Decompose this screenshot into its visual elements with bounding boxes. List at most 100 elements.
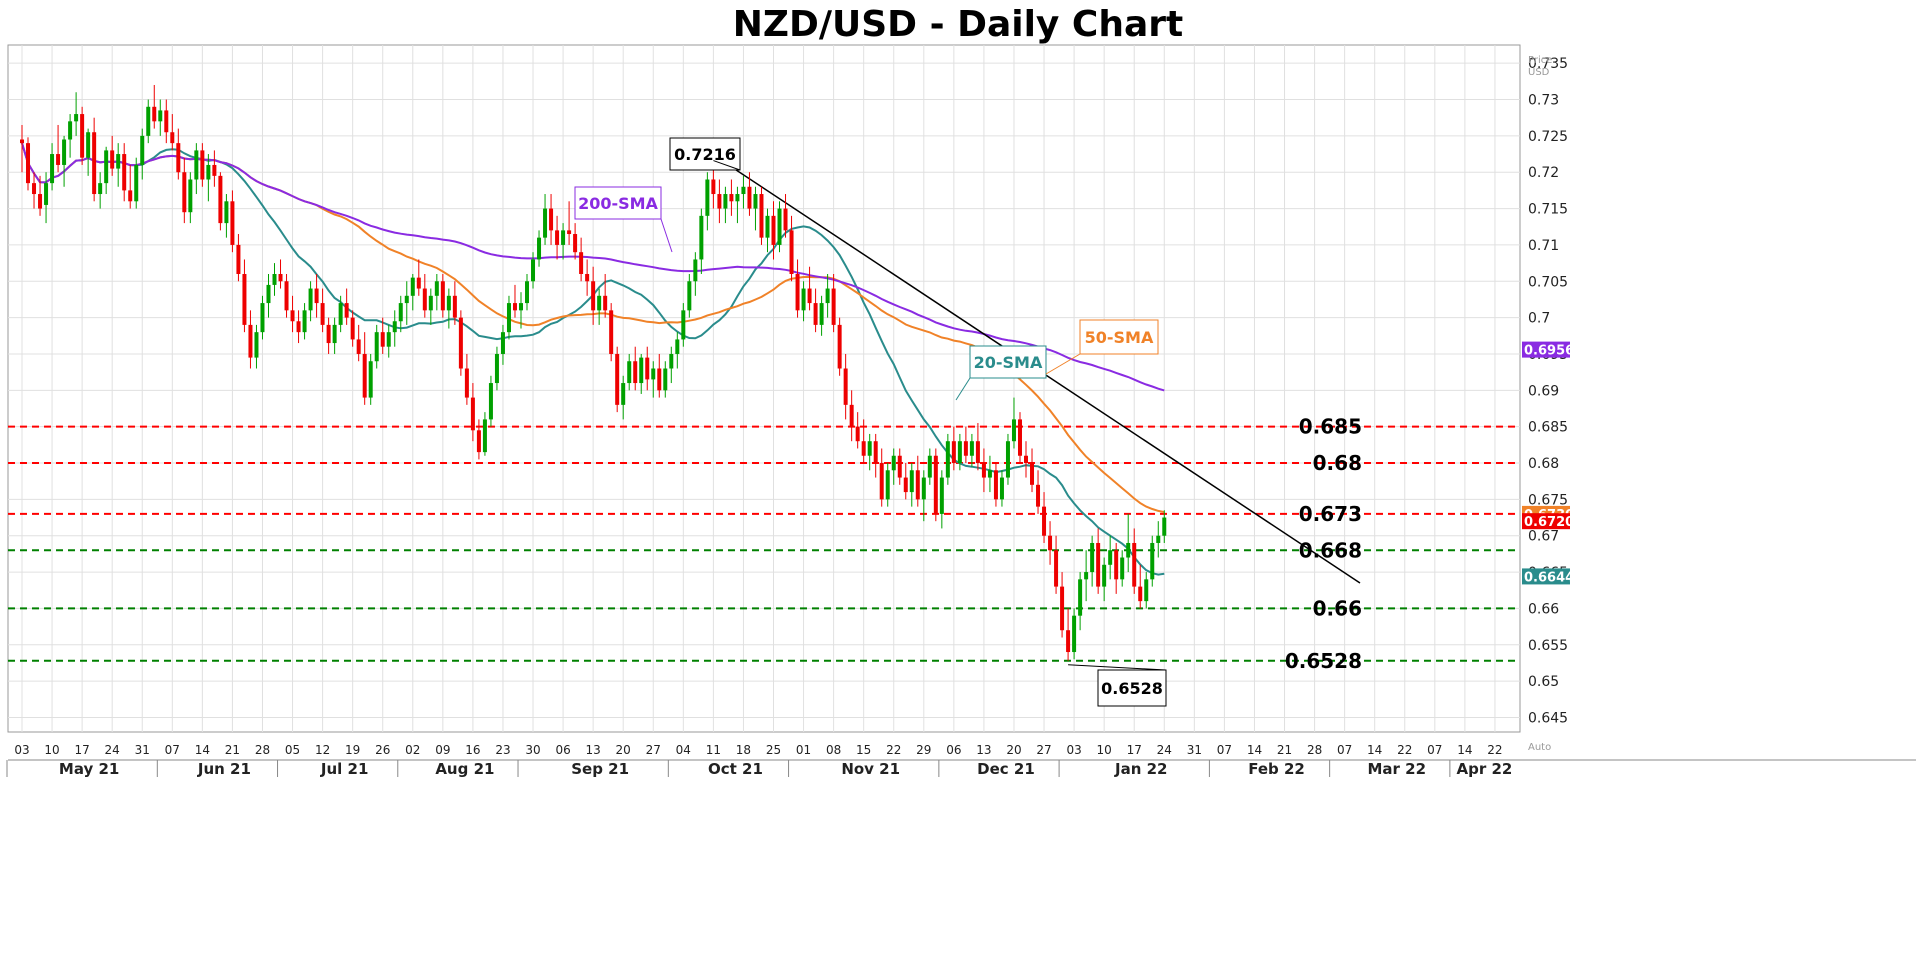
candle-body: [933, 455, 938, 514]
candle-body: [332, 324, 337, 344]
y-tick-label: 0.735: [1528, 56, 1568, 72]
candle-body: [963, 441, 968, 456]
candle-body: [26, 143, 31, 184]
sma-20-leader: [955, 377, 971, 401]
x-tick-label: 01: [796, 743, 811, 757]
candle-body: [254, 332, 259, 358]
candle-body: [735, 194, 740, 202]
candle-body: [188, 179, 193, 213]
month-label: Feb 22: [1248, 760, 1305, 778]
candle-body: [170, 132, 175, 144]
candle-body: [945, 441, 950, 478]
candle-body: [308, 288, 313, 311]
candle-body: [74, 114, 79, 122]
candle-body: [224, 201, 229, 224]
candle-body: [140, 135, 145, 165]
month-label: Jul 21: [320, 760, 369, 778]
candle-body: [747, 186, 752, 209]
plot-frame: [7, 44, 1521, 733]
candle-body: [374, 332, 379, 362]
candle-body: [338, 303, 343, 325]
month-label: Jun 21: [197, 760, 251, 778]
candle-body: [98, 183, 103, 195]
candle-body: [104, 150, 109, 184]
candle-body: [825, 288, 830, 304]
level-label: 0.673: [1299, 502, 1362, 526]
candle-body: [873, 441, 878, 464]
sma-200-callout-label: 200-SMA: [578, 194, 658, 213]
candle-body: [302, 310, 307, 333]
candle-body: [1138, 586, 1143, 602]
candle-body: [567, 230, 572, 235]
candle-body: [380, 332, 385, 347]
candle-body: [1084, 572, 1089, 580]
x-tick-label: 15: [856, 743, 871, 757]
candle-body: [693, 259, 698, 282]
candle-body: [1005, 441, 1010, 478]
currency-label: USD: [1528, 67, 1550, 78]
level-label: 0.6528: [1285, 649, 1362, 673]
candle-body: [771, 215, 776, 245]
candle-body: [909, 470, 914, 493]
x-tick-label: 31: [135, 743, 150, 757]
x-tick-label: 31: [1187, 743, 1202, 757]
candle-body: [212, 164, 217, 176]
candles: [20, 84, 1167, 661]
candle-body: [362, 353, 367, 398]
candle-body: [633, 361, 638, 384]
candle-body: [573, 234, 578, 253]
candle-body: [1030, 463, 1035, 485]
candle-body: [999, 477, 1004, 500]
y-tick-label: 0.72: [1528, 165, 1559, 181]
y-tick-label: 0.66: [1528, 601, 1559, 617]
candle-body: [957, 441, 962, 464]
sma-20-last-tag-label: 0.6644: [1524, 570, 1574, 585]
sma-200-last-tag-label: 0.6956: [1524, 344, 1574, 359]
candle-body: [1156, 535, 1161, 543]
candle-body: [1036, 484, 1041, 507]
x-tick-label: 07: [165, 743, 180, 757]
x-tick-label: 22: [886, 743, 901, 757]
candle-body: [1132, 542, 1137, 587]
candle-body: [488, 383, 493, 420]
peak-callout-box: [669, 137, 741, 171]
candle-body: [723, 194, 728, 209]
month-label: Aug 21: [435, 760, 494, 778]
candle-body: [476, 430, 481, 453]
candle-body: [951, 441, 956, 464]
x-tick-label: 04: [676, 743, 691, 757]
x-tick-label: 19: [345, 743, 360, 757]
candle-body: [1096, 542, 1101, 587]
candle-body: [272, 274, 277, 285]
candle-body: [915, 470, 920, 500]
level-label: 0.66: [1313, 596, 1362, 620]
candle-body: [1072, 615, 1077, 653]
auto-label: Auto: [1528, 742, 1551, 753]
candle-body: [152, 106, 157, 122]
candle-body: [579, 252, 584, 274]
candle-body: [32, 183, 37, 195]
candle-body: [218, 175, 223, 224]
candle-body: [855, 426, 860, 442]
x-tick-label: 25: [766, 743, 781, 757]
y-tick-label: 0.725: [1528, 129, 1568, 145]
candle-body: [458, 317, 463, 369]
candle-body: [1060, 586, 1065, 631]
candle-body: [38, 194, 43, 209]
candle-body: [1126, 542, 1131, 558]
x-tick-label: 21: [1277, 743, 1292, 757]
x-tick-label: 06: [555, 743, 570, 757]
candle-body: [561, 230, 566, 245]
month-label: May 21: [59, 760, 119, 778]
level-label: 0.68: [1313, 451, 1362, 475]
candle-body: [549, 208, 554, 231]
x-tick-label: 28: [255, 743, 270, 757]
x-tick-label: 11: [706, 743, 721, 757]
x-tick-label: 26: [375, 743, 390, 757]
candle-body: [765, 215, 770, 238]
month-label: Mar 22: [1367, 760, 1426, 778]
x-tick-label: 03: [1066, 743, 1081, 757]
candle-body: [344, 303, 349, 318]
candle-body: [1011, 419, 1016, 442]
sma-200-line: [21, 142, 1165, 392]
